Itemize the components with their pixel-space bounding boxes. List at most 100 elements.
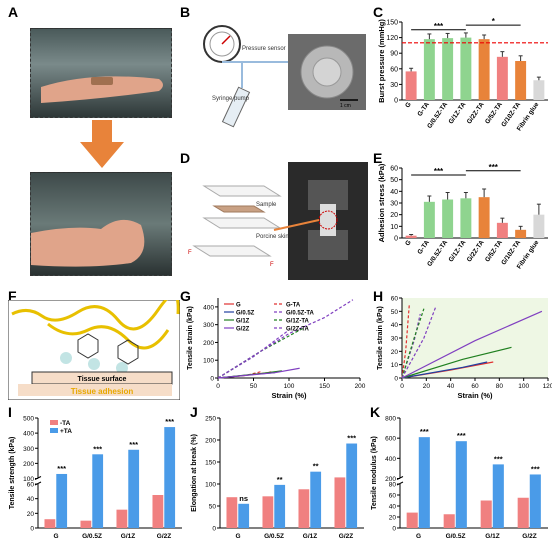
bar: [405, 235, 417, 238]
bar-plus-ta: [346, 443, 358, 528]
x-tick-label: G: [416, 533, 421, 540]
legend-label: G: [236, 303, 241, 309]
y-tick-label: 0: [394, 376, 398, 383]
bar: [423, 39, 435, 100]
y-tick-label: 20: [389, 515, 397, 522]
x-tick-label: G: [404, 101, 413, 109]
series-line-g-2z-ta: [217, 299, 354, 379]
x-tick-label: G/2Z: [157, 533, 171, 540]
y-tick-label: 50: [209, 504, 217, 511]
sig-label: ***: [129, 440, 138, 449]
y-tick-label: 40: [390, 189, 398, 196]
y-tick-label: 10: [390, 224, 398, 231]
y-tick-label: 20: [27, 511, 35, 518]
bar-minus-ta: [480, 500, 492, 528]
x-axis-label: Strain (%): [271, 391, 307, 400]
series-line-g-0-5z: [401, 361, 488, 379]
sig-label: ***: [531, 464, 540, 473]
y-tick-label: 60: [389, 493, 397, 500]
y-tick-label: 200: [23, 461, 34, 468]
sig-label: ***: [93, 444, 102, 453]
bar-plus-ta: [56, 473, 68, 528]
bar: [533, 214, 545, 238]
y-tick-label: 300: [23, 446, 34, 453]
panel-label-j: J: [190, 404, 198, 420]
legend-label-plus-ta: +TA: [60, 428, 72, 435]
y-tick-label: 0: [210, 376, 214, 383]
y-tick-label: 400: [23, 431, 34, 438]
y-tick-label: 100: [203, 358, 214, 365]
y-tick-label: 30: [391, 336, 399, 343]
y-tick-label: 20: [391, 349, 399, 356]
bar: [496, 222, 508, 238]
tissue-surface-label: Tissue surface: [78, 376, 127, 383]
bar-minus-ta: [152, 495, 164, 528]
y-tick-label: 60: [390, 66, 398, 73]
x-tick-label: G/2Z: [339, 533, 353, 540]
y-tick-label: 120: [386, 35, 398, 42]
pressure-setup-diagram: Pressure sensor Syringe pump 1 cm: [203, 25, 366, 128]
axis-break: [34, 481, 42, 486]
bar-minus-ta: [226, 497, 238, 528]
bar-minus-ta: [298, 489, 310, 528]
legend-label: G-TA: [286, 303, 301, 309]
y-tick-label: 0: [212, 526, 216, 533]
force-left-label: F: [188, 250, 192, 256]
y-tick-label: 50: [391, 309, 399, 316]
sig-label: ***: [434, 22, 444, 31]
y-tick-label: 600: [385, 436, 396, 443]
series-line-g-1z-ta: [217, 327, 304, 379]
legend-swatch-plus-ta: [50, 428, 58, 433]
legend-swatch-minus-ta: [50, 420, 58, 425]
bar-plus-ta: [529, 474, 541, 528]
y-axis-label: Burst pressure (mmHg): [377, 19, 386, 103]
bar-plus-ta: [310, 471, 322, 528]
elongation-chart: 0 50 100 150 200 250 Elongation at break (%) ns…: [191, 416, 364, 540]
finger-photo-bent: [30, 172, 172, 276]
x-tick-label: G-TA: [416, 239, 431, 256]
y-axis-label: Tensile modulus (kPa): [371, 436, 378, 510]
bar: [460, 37, 472, 100]
bar: [423, 201, 435, 238]
legend-label: G/1Z-TA: [286, 319, 310, 325]
panel-label-k: K: [370, 404, 381, 420]
y-tick-label: 40: [391, 322, 399, 329]
bar: [442, 199, 454, 238]
y-tick-label: 200: [205, 438, 216, 445]
series-line-g-2z: [217, 367, 300, 379]
finger-bent-illustration: [31, 219, 145, 267]
syringe-pump-label: Syringe pump: [212, 96, 250, 102]
sig-label: ***: [434, 167, 444, 176]
x-tick-label: 120: [543, 383, 552, 390]
x-tick-label: G/1Z: [121, 533, 135, 540]
x-axis-label: Strain (%): [457, 391, 493, 400]
panel-label-e: E: [373, 150, 383, 166]
series-line-g-ta: [401, 304, 410, 379]
y-tick-label: 90: [390, 51, 398, 58]
x-tick-label: 20: [423, 383, 431, 390]
bar-minus-ta: [406, 512, 418, 528]
bar: [478, 197, 490, 238]
y-axis-label: Elongation at break (%): [191, 434, 198, 512]
panel-label-i: I: [8, 404, 12, 420]
bar-plus-ta: [128, 449, 140, 528]
x-tick-label: G/1Z: [303, 533, 317, 540]
y-axis-label: Tensile strain (kPa): [377, 306, 384, 370]
panel-label-b: B: [180, 4, 191, 20]
finger-straight-illustration: [41, 76, 163, 103]
y-tick-label: 100: [205, 482, 216, 489]
bar-minus-ta: [334, 477, 346, 528]
bar: [478, 39, 490, 100]
finger-photo-straight: [30, 28, 172, 118]
x-tick-label: G/0.5Z: [82, 533, 102, 540]
panel-label-c: C: [373, 4, 384, 20]
y-tick-label: 150: [386, 20, 398, 27]
y-tick-label: 40: [27, 496, 35, 503]
y-tick-label: 500: [23, 416, 34, 423]
sig-label: ***: [457, 431, 466, 440]
sig-label: ***: [347, 434, 356, 443]
x-tick-label: G/0.5Z: [264, 533, 284, 540]
